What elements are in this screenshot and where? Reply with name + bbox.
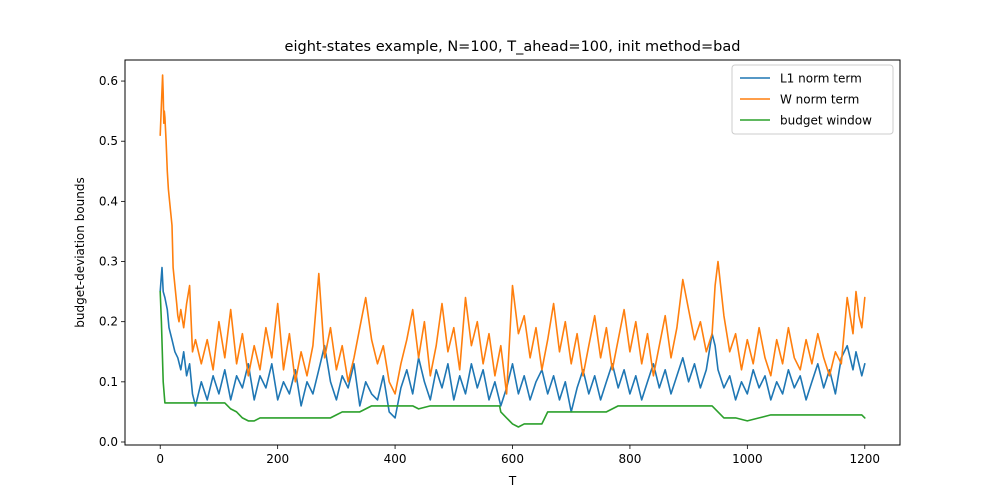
y-tick-label: 0.3 (99, 255, 118, 269)
legend-box (731, 64, 894, 135)
y-tick-label: 0.2 (99, 315, 118, 329)
y-tick-label: 0.0 (99, 435, 118, 449)
y-axis: 0.0 0.1 0.2 0.3 0.4 0.5 0.6 (99, 74, 125, 449)
y-axis-title: budget-deviation bounds (73, 177, 87, 328)
legend-item-l1: L1 norm term (740, 72, 862, 86)
x-axis: 0 200 400 600 800 1000 1200 (156, 445, 880, 466)
y-tick-label: 0.6 (99, 74, 118, 88)
x-tick-label: 600 (501, 452, 524, 466)
y-tick-label: 0.4 (99, 194, 118, 208)
x-tick-label: 1200 (849, 452, 880, 466)
y-tick-label: 0.5 (99, 134, 118, 148)
x-axis-title: T (508, 474, 517, 488)
series-line-0 (159, 266, 866, 419)
series-layer (159, 74, 866, 428)
legend-label-w: W norm term (780, 93, 859, 107)
chart-title: eight-states example, N=100, T_ahead=100… (285, 39, 741, 55)
legend-item-w: W norm term (740, 93, 859, 107)
series-line-2 (159, 290, 866, 428)
x-tick-label: 800 (618, 452, 641, 466)
y-tick-label: 0.1 (99, 375, 118, 389)
legend-label-l1: L1 norm term (780, 72, 862, 86)
series-line-1 (159, 74, 866, 395)
legend-item-budget: budget window (740, 114, 872, 128)
x-tick-label: 200 (266, 452, 289, 466)
legend: L1 norm term W norm term budget window (731, 64, 894, 135)
x-tick-label: 400 (384, 452, 407, 466)
legend-label-budget: budget window (780, 114, 872, 128)
x-tick-label: 1000 (732, 452, 763, 466)
x-tick-label: 0 (156, 452, 164, 466)
